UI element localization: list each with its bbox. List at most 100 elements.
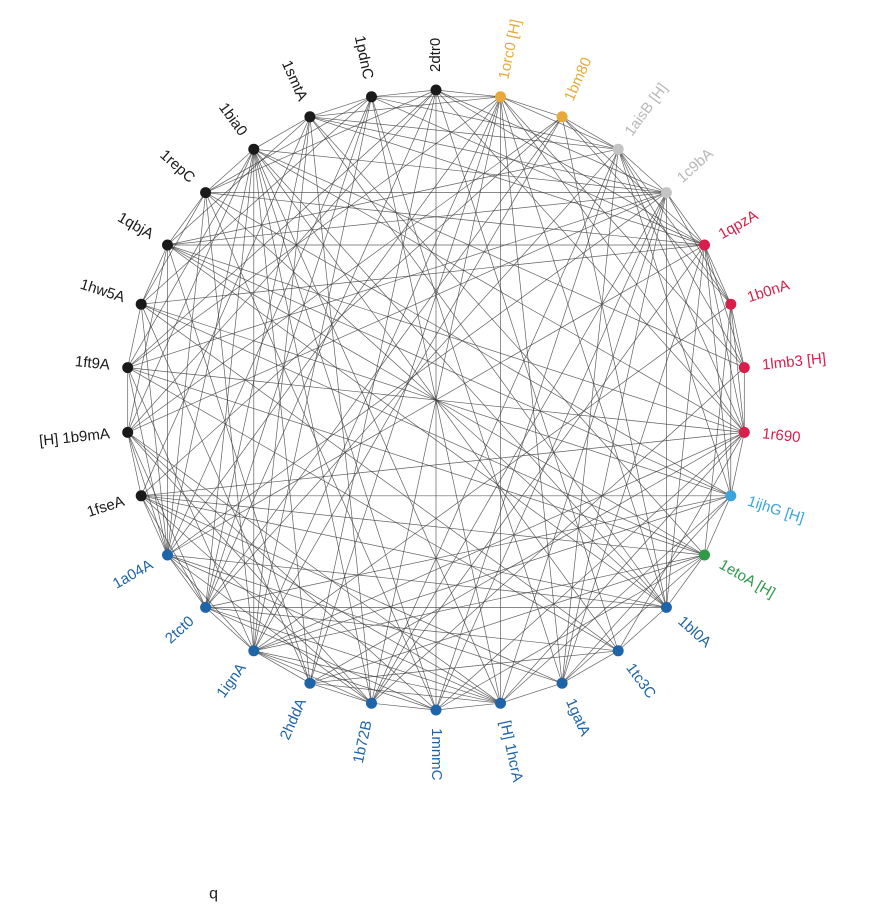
edge	[205, 192, 705, 246]
edge	[617, 148, 667, 193]
node-label-1qpzA: 1qpzA	[716, 207, 761, 243]
edge	[500, 495, 732, 704]
node-1b0nA	[725, 298, 737, 310]
node-label-1c9bA: 1c9bA	[674, 145, 717, 186]
edge	[253, 116, 311, 150]
node-2dtr0	[430, 84, 442, 96]
edge	[167, 554, 563, 684]
edge	[253, 650, 437, 711]
edge	[253, 148, 667, 608]
node-label-1smtA: 1smtA	[278, 58, 311, 104]
edge	[167, 96, 501, 556]
edge	[140, 304, 168, 556]
node-label-1b72B: 1b72B	[350, 719, 376, 765]
node-1repC	[200, 187, 212, 199]
node-label-1r690: 1r690	[761, 425, 801, 446]
edge	[140, 303, 619, 652]
edge	[127, 304, 142, 368]
edge	[435, 89, 745, 433]
node-label-1aisB: 1aisB [H]	[621, 80, 671, 139]
node-label-1hcrA: [H] 1hcrA	[496, 719, 526, 784]
edge	[167, 554, 667, 608]
edge	[167, 244, 667, 608]
edge	[309, 116, 705, 246]
edge	[435, 702, 501, 711]
node-1bia0	[248, 143, 260, 155]
edge	[253, 495, 731, 652]
edge	[371, 96, 501, 704]
edge	[167, 96, 372, 556]
edge	[500, 96, 667, 608]
edge	[127, 149, 255, 368]
edge	[704, 244, 745, 368]
node-label-1gatA: 1gatA	[562, 696, 593, 739]
node-2hddA	[304, 677, 316, 689]
edge	[253, 148, 745, 368]
edge	[617, 149, 732, 496]
node-1aisB	[612, 143, 624, 155]
node-label-1mnmC: 1mnmC	[428, 728, 445, 781]
node-label-1bia0: 1bia0	[215, 100, 250, 140]
edge	[127, 89, 437, 368]
edge	[205, 116, 311, 608]
edge	[167, 554, 255, 652]
edge	[127, 432, 168, 556]
edge	[140, 116, 311, 496]
edge-layer	[127, 89, 745, 711]
edge	[309, 96, 372, 118]
edge	[140, 244, 168, 305]
edge	[253, 148, 745, 433]
edge	[730, 432, 745, 496]
edge	[205, 192, 437, 711]
node-label-2dtr0: 2dtr0	[427, 38, 444, 72]
node-1c9bA	[660, 187, 672, 199]
edge	[309, 432, 745, 684]
edge	[141, 432, 745, 497]
edge	[127, 432, 437, 711]
node-label-1ft9A: 1ft9A	[74, 353, 111, 374]
node-1ft9A	[122, 362, 134, 374]
edge	[127, 432, 372, 704]
edge	[561, 116, 705, 246]
node-label-1bm80: 1bm80	[561, 55, 595, 104]
node-label-1qbjA: 1qbjA	[115, 209, 157, 243]
node-1a04A	[162, 549, 173, 561]
edge	[140, 495, 168, 556]
edge	[371, 244, 705, 704]
edge	[617, 149, 745, 433]
edge	[253, 149, 437, 711]
node-1bl0A	[660, 601, 672, 613]
edge	[205, 116, 563, 608]
node-1bm80	[556, 111, 568, 123]
node-1smtA	[304, 111, 316, 123]
edge	[309, 554, 705, 684]
node-1qbjA	[162, 239, 173, 251]
node-label-1hw5A: 1hw5A	[78, 276, 127, 306]
edge	[561, 116, 619, 150]
edge	[127, 244, 168, 433]
edge	[253, 149, 372, 704]
edge	[205, 96, 372, 193]
edge	[309, 89, 437, 684]
edge	[561, 192, 667, 684]
edge	[167, 149, 255, 556]
edge	[141, 303, 705, 556]
node-label-1fseA: 1fseA	[85, 493, 127, 521]
edge	[253, 650, 372, 704]
edge	[140, 304, 311, 684]
edge	[127, 432, 206, 608]
edge	[435, 554, 705, 711]
node-1hcrA	[495, 697, 506, 709]
panel-letter: b	[209, 886, 218, 903]
node-label-1lmb3: 1lmb3 [H]	[761, 350, 827, 374]
node-1pdnC	[366, 91, 377, 103]
edge	[253, 432, 745, 652]
edge	[167, 192, 206, 556]
edge	[205, 607, 437, 711]
edge	[127, 367, 168, 556]
edge	[205, 148, 255, 193]
edge	[253, 148, 667, 193]
edge	[500, 96, 563, 118]
edge	[253, 650, 311, 684]
